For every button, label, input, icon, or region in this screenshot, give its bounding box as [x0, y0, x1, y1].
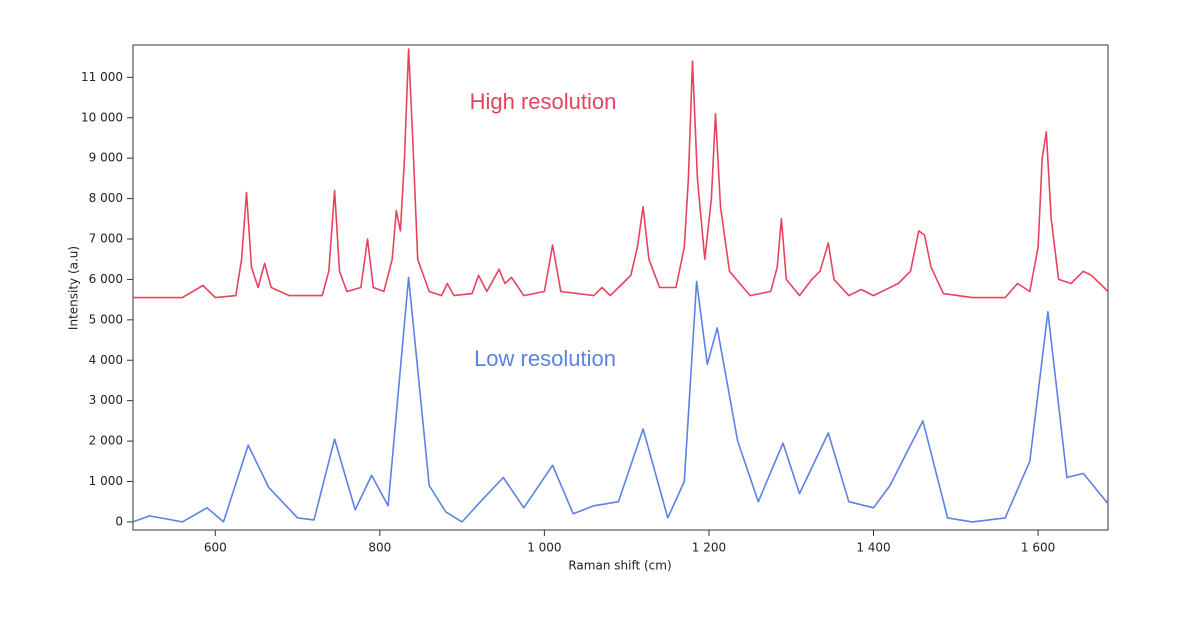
y-tick-label: 11 000: [81, 70, 123, 84]
x-tick-label: 800: [368, 541, 391, 555]
y-tick-label: 3 000: [89, 393, 123, 407]
y-tick-label: 6 000: [89, 272, 123, 286]
x-tick-label: 1 200: [692, 541, 726, 555]
y-tick-label: 1 000: [89, 474, 123, 488]
y-tick-label: 4 000: [89, 353, 123, 367]
y-tick-label: 5 000: [89, 312, 123, 326]
spectrum-line: [132, 276, 1109, 523]
x-tick-label: 600: [204, 541, 227, 555]
y-tick-label: 0: [115, 514, 123, 528]
y-tick-label: 2 000: [89, 434, 123, 448]
spectrum-line: [133, 48, 1109, 299]
y-tick-label: 8 000: [89, 191, 123, 205]
annotation: High resolution: [470, 89, 617, 114]
y-tick-label: 10 000: [81, 110, 123, 124]
x-tick-label: 1 400: [856, 541, 890, 555]
annotation: Low resolution: [474, 346, 616, 371]
y-tick-label: 9 000: [89, 151, 123, 165]
y-tick-label: 7 000: [89, 232, 123, 246]
x-axis-label: Raman shift (cm): [568, 559, 671, 573]
y-axis-label: Intensity (a.u): [67, 246, 81, 330]
x-tick-label: 1 000: [527, 541, 561, 555]
plot-frame: [132, 44, 1109, 531]
x-tick-label: 1 600: [1021, 541, 1055, 555]
